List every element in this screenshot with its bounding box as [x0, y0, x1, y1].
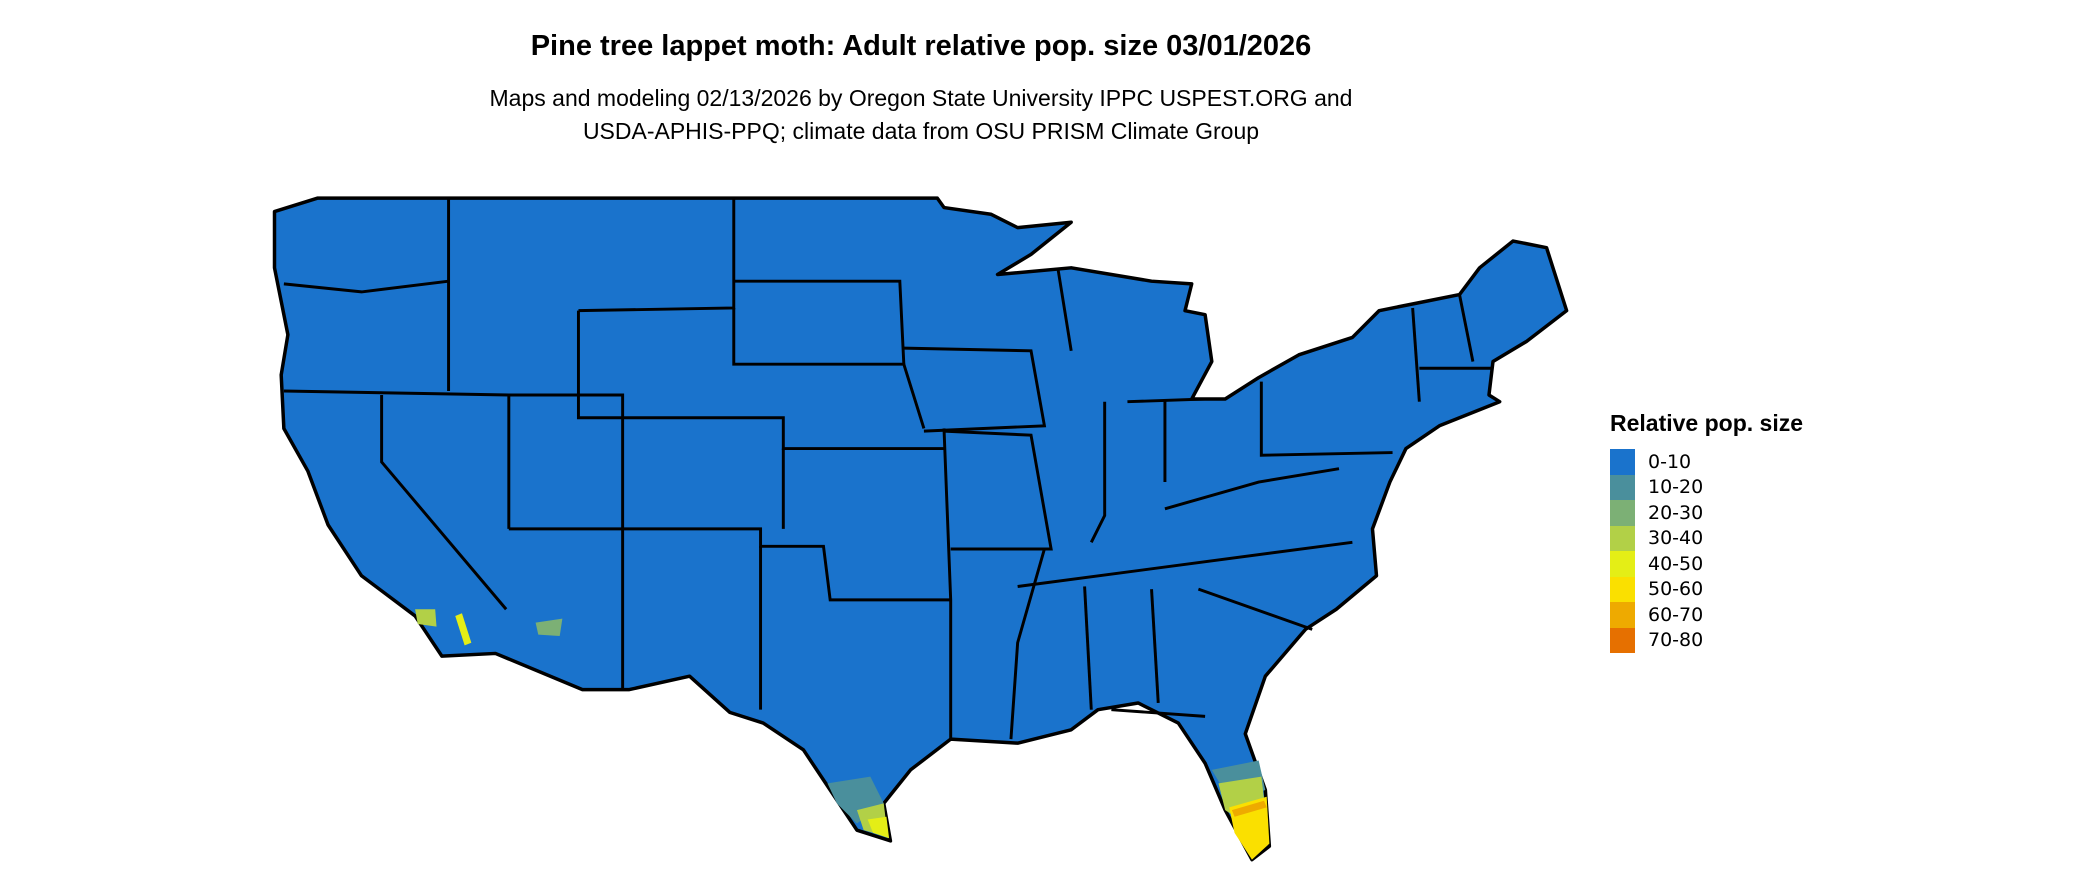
- map-title: Pine tree lappet moth: Adult relative po…: [530, 30, 1312, 62]
- map-subtitle-line-1: Maps and modeling 02/13/2026 by Oregon S…: [489, 85, 1353, 111]
- map-subtitle-line-2: USDA-APHIS-PPQ; climate data from OSU PR…: [582, 118, 1260, 144]
- legend-item: 20-30: [1610, 500, 1803, 526]
- pop-size-hotspots: [415, 609, 1270, 860]
- legend-item: 0-10: [1610, 449, 1803, 475]
- legend-label: 10-20: [1648, 476, 1704, 499]
- legend-label: 50-60: [1648, 578, 1704, 601]
- legend-swatch: [1610, 551, 1635, 577]
- legend-label: 70-80: [1648, 629, 1704, 652]
- legend-swatch: [1610, 449, 1635, 475]
- legend-item: 40-50: [1610, 551, 1803, 577]
- legend-label: 20-30: [1648, 501, 1704, 524]
- legend-label: 40-50: [1648, 552, 1704, 575]
- legend-label: 0-10: [1648, 450, 1692, 473]
- legend-item: 60-70: [1610, 602, 1803, 628]
- legend-item: 30-40: [1610, 525, 1803, 551]
- state-borders: [283, 198, 1493, 740]
- legend-swatch: [1610, 627, 1635, 653]
- legend-swatch: [1610, 576, 1635, 602]
- legend-label: 60-70: [1648, 603, 1704, 626]
- legend-title: Relative pop. size: [1610, 410, 1804, 436]
- legend-swatch: [1610, 525, 1635, 551]
- legend: Relative pop. size 0-10 10-20 20-30 30-40 40…: [1610, 410, 1803, 653]
- legend-item: 70-80: [1610, 627, 1803, 653]
- legend-swatch: [1610, 474, 1635, 500]
- legend-item: 10-20: [1610, 474, 1803, 500]
- legend-item: 50-60: [1610, 576, 1803, 602]
- legend-label: 30-40: [1648, 527, 1704, 550]
- us-outline: [272, 196, 1569, 862]
- legend-swatch: [1610, 602, 1635, 628]
- legend-swatch: [1610, 500, 1635, 526]
